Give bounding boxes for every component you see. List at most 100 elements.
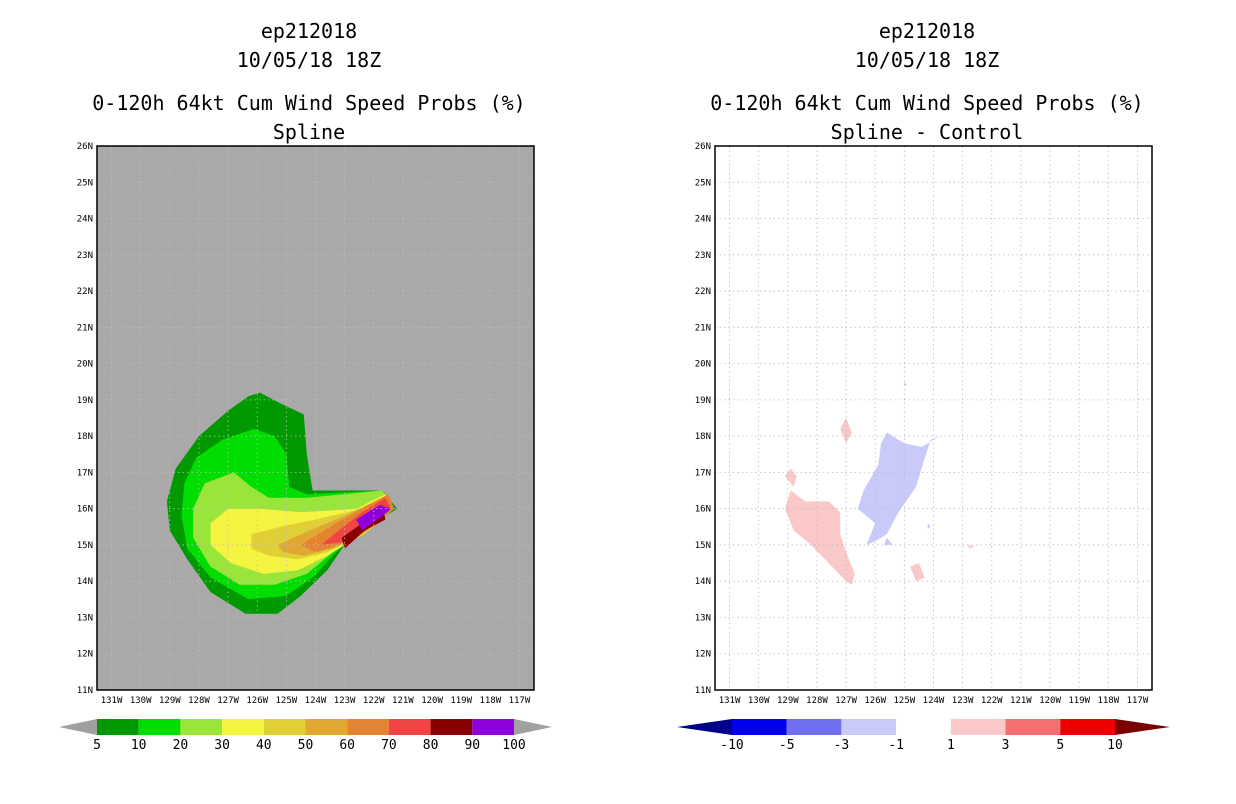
right-colorbar-box bbox=[896, 719, 951, 735]
left-colorbar-box bbox=[388, 719, 431, 735]
left-y-tick-label: 11N bbox=[77, 686, 93, 696]
right-colorbar-box bbox=[1060, 719, 1115, 735]
right-colorbar-box bbox=[786, 719, 842, 735]
left-x-tick-label: 129W bbox=[159, 696, 181, 706]
right-colorbar-label: -10 bbox=[720, 738, 743, 753]
left-y-tick-label: 17N bbox=[77, 468, 93, 478]
left-panel-titles: ep212018 10/05/18 18Z 0-120h 64kt Cum Wi… bbox=[92, 19, 525, 144]
right-contour--1-5 bbox=[857, 432, 940, 545]
right-title-product: 0-120h 64kt Cum Wind Speed Probs (%) bbox=[710, 91, 1143, 115]
left-colorbar-label: 40 bbox=[256, 738, 272, 753]
right-x-tick-label: 119W bbox=[1068, 696, 1090, 706]
right-colorbar-high-triangle bbox=[1115, 719, 1170, 735]
right-x-tick-label: 130W bbox=[748, 696, 770, 706]
right-y-tick-label: 24N bbox=[695, 215, 711, 225]
left-x-tick-label: 125W bbox=[276, 696, 298, 706]
right-y-tick-label: 26N bbox=[695, 142, 711, 152]
right-colorbar-label: 3 bbox=[1002, 738, 1010, 753]
left-colorbar-label: 10 bbox=[131, 738, 147, 753]
left-y-tick-label: 24N bbox=[77, 215, 93, 225]
right-x-tick-label: 121W bbox=[1010, 696, 1032, 706]
left-colorbar-box bbox=[138, 719, 181, 735]
right-x-tick-label: 120W bbox=[1039, 696, 1061, 706]
right-colorbar-label: 1 bbox=[947, 738, 955, 753]
right-title-date: 10/05/18 18Z bbox=[855, 48, 1000, 72]
left-y-tick-label: 21N bbox=[77, 323, 93, 333]
left-x-tick-label: 124W bbox=[305, 696, 327, 706]
left-y-tick-label: 25N bbox=[77, 178, 93, 188]
left-colorbar-high-triangle bbox=[514, 719, 552, 735]
left-x-tick-label: 120W bbox=[421, 696, 443, 706]
right-colorbar-box bbox=[841, 719, 897, 735]
left-x-tick-label: 117W bbox=[509, 696, 531, 706]
right-colorbar-box bbox=[732, 719, 787, 735]
right-x-tick-label: 127W bbox=[835, 696, 857, 706]
right-contour-1-0 bbox=[784, 490, 855, 585]
left-x-tick-label: 123W bbox=[334, 696, 356, 706]
right-contour-1-3 bbox=[910, 563, 925, 582]
left-colorbar-box bbox=[180, 719, 223, 735]
left-colorbar-label: 5 bbox=[93, 738, 101, 753]
left-contour-90-9 bbox=[356, 505, 392, 531]
left-y-tick-label: 26N bbox=[77, 142, 93, 152]
left-y-tick-label: 14N bbox=[77, 577, 93, 587]
right-y-tick-label: 21N bbox=[695, 323, 711, 333]
right-x-tick-label: 128W bbox=[806, 696, 828, 706]
left-x-tick-label: 121W bbox=[392, 696, 414, 706]
right-y-tick-label: 16N bbox=[695, 505, 711, 515]
left-x-tick-label: 130W bbox=[130, 696, 152, 706]
right-contour--1-8 bbox=[884, 537, 893, 545]
right-x-tick-label: 122W bbox=[981, 696, 1003, 706]
right-title-method: Spline - Control bbox=[831, 120, 1024, 144]
left-colorbar-label: 90 bbox=[464, 738, 480, 753]
left-colorbar-label: 30 bbox=[214, 738, 230, 753]
right-contour--1-7 bbox=[927, 523, 931, 529]
right-y-tick-label: 19N bbox=[695, 396, 711, 406]
right-y-tick-label: 23N bbox=[695, 251, 711, 261]
right-contour-1-1 bbox=[784, 468, 797, 487]
right-colorbar-label: -5 bbox=[779, 738, 795, 753]
left-colorbar-low-triangle bbox=[59, 719, 97, 735]
left-title-method: Spline bbox=[273, 120, 345, 144]
right-colorbar-box bbox=[1005, 719, 1061, 735]
right-x-tick-label: 123W bbox=[952, 696, 974, 706]
left-x-tick-label: 127W bbox=[217, 696, 239, 706]
right-colorbar-label: -1 bbox=[888, 738, 904, 753]
left-colorbar-label: 20 bbox=[173, 738, 189, 753]
right-x-tick-label: 129W bbox=[777, 696, 799, 706]
right-plot-frame bbox=[714, 145, 1153, 691]
right-colorbar-label: 5 bbox=[1056, 738, 1064, 753]
left-y-tick-label: 18N bbox=[77, 432, 93, 442]
right-title-storm: ep212018 bbox=[879, 19, 975, 43]
left-colorbar-label: 50 bbox=[298, 738, 314, 753]
right-contour--1-6 bbox=[904, 381, 908, 386]
left-colorbar-label: 100 bbox=[502, 738, 525, 753]
left-colorbar-box bbox=[430, 719, 473, 735]
right-y-tick-label: 13N bbox=[695, 613, 711, 623]
left-colorbar-box bbox=[472, 719, 514, 735]
right-colorbar-label: -3 bbox=[834, 738, 850, 753]
left-panel: ep212018 10/05/18 18Z 0-120h 64kt Cum Wi… bbox=[59, 19, 552, 753]
right-y-tick-label: 15N bbox=[695, 541, 711, 551]
right-y-tick-label: 17N bbox=[695, 468, 711, 478]
left-colorbar-box bbox=[222, 719, 264, 735]
right-contour-1-4 bbox=[968, 544, 975, 549]
left-y-tick-label: 15N bbox=[77, 541, 93, 551]
right-y-tick-label: 18N bbox=[695, 432, 711, 442]
right-x-tick-label: 126W bbox=[864, 696, 886, 706]
left-plot-frame bbox=[96, 145, 535, 691]
right-y-tick-label: 11N bbox=[695, 686, 711, 696]
right-y-tick-label: 20N bbox=[695, 360, 711, 370]
left-x-tick-label: 131W bbox=[101, 696, 123, 706]
left-colorbar-box bbox=[347, 719, 389, 735]
left-colorbar-label: 80 bbox=[423, 738, 439, 753]
left-colorbar-box bbox=[97, 719, 139, 735]
left-colorbar-box bbox=[263, 719, 306, 735]
right-colorbar-low-triangle bbox=[677, 719, 732, 735]
left-y-tick-label: 20N bbox=[77, 360, 93, 370]
left-x-tick-label: 122W bbox=[363, 696, 385, 706]
right-y-tick-label: 25N bbox=[695, 178, 711, 188]
right-x-tick-label: 124W bbox=[923, 696, 945, 706]
right-panel: ep212018 10/05/18 18Z 0-120h 64kt Cum Wi… bbox=[677, 19, 1170, 753]
